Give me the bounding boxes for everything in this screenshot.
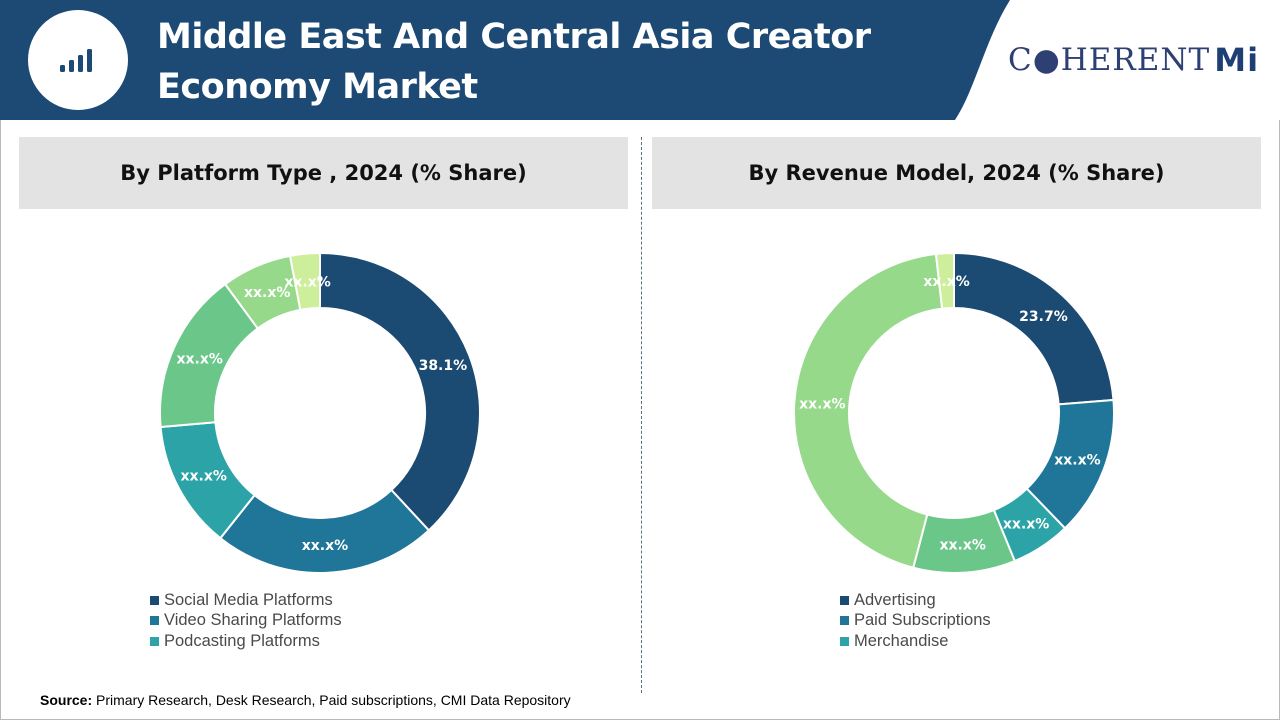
header-banner: Middle East And Central Asia Creator Eco… <box>0 0 1280 120</box>
legend-item: Paid Subscriptions <box>840 611 991 632</box>
donut-slice <box>288 251 321 312</box>
brand-suffix: Mi <box>1214 41 1260 79</box>
slice-data-label: xx.x% <box>923 274 969 290</box>
slice-data-label: xx.x% <box>939 538 985 554</box>
legend-item: Merchandise <box>840 631 991 652</box>
legend-label: Paid Subscriptions <box>854 611 991 630</box>
legend-item: Social Media Platforms <box>150 590 342 611</box>
legend-swatch <box>150 595 159 605</box>
slice-data-label: xx.x% <box>1054 453 1100 469</box>
legend-item: Video Sharing Platforms <box>150 611 342 632</box>
header-background <box>0 0 1280 120</box>
legend-label: Social Media Platforms <box>164 590 333 609</box>
left-chart-title: By Platform Type , 2024 (% Share) <box>120 161 527 185</box>
title-line-2: Economy Market <box>157 67 478 107</box>
donut-slice <box>934 251 955 310</box>
revenue-model-legend: Advertising Paid Subscriptions Merchandi… <box>840 590 991 652</box>
revenue-model-donut: 23.7% xx.x% xx.x% xx.x% xx.x% xx.x% <box>793 251 1115 574</box>
right-chart-title: By Revenue Model, 2024 (% Share) <box>748 161 1165 185</box>
legend-swatch <box>150 616 159 626</box>
legend-label: Podcasting Platforms <box>164 631 320 650</box>
logo-badge <box>28 10 128 110</box>
platform-type-legend: Social Media Platforms Video Sharing Pla… <box>150 590 342 652</box>
brand-logo: C●HERENT Mi <box>1008 38 1259 82</box>
page-title: Middle East And Central Asia Creator Eco… <box>157 12 877 112</box>
brand-text: C●HERENT <box>1008 42 1211 78</box>
legend-item: Podcasting Platforms <box>150 631 342 652</box>
source-text: Primary Research, Desk Research, Paid su… <box>96 692 571 708</box>
left-panel-title: By Platform Type , 2024 (% Share) <box>19 137 628 209</box>
legend-swatch <box>840 636 849 646</box>
donut-slice <box>793 252 944 569</box>
source-label: Source: <box>40 692 93 708</box>
slice-data-label: xx.x% <box>284 275 330 291</box>
legend-label: Video Sharing Platforms <box>164 611 342 630</box>
legend-label: Merchandise <box>854 631 949 650</box>
slice-data-label: xx.x% <box>799 396 845 412</box>
legend-item: Advertising <box>840 590 991 611</box>
panel-divider <box>641 137 642 693</box>
legend-label: Advertising <box>854 590 936 609</box>
donut-slice <box>218 488 431 574</box>
donut-slice <box>319 251 481 532</box>
legend-swatch <box>840 616 849 626</box>
slice-data-label: xx.x% <box>176 352 222 368</box>
slice-data-label: xx.x% <box>302 538 348 554</box>
slice-data-label: 23.7% <box>1019 309 1068 325</box>
slice-data-label: xx.x% <box>181 468 227 484</box>
donut-slice <box>953 251 1115 406</box>
right-panel-title: By Revenue Model, 2024 (% Share) <box>652 137 1261 209</box>
bar-chart-icon <box>60 49 92 72</box>
slice-data-label: 38.1% <box>419 358 468 374</box>
title-line-1: Middle East And Central Asia Creator <box>157 17 871 57</box>
slice-data-label: xx.x% <box>244 285 290 301</box>
legend-swatch <box>150 636 159 646</box>
source-note: Source: Primary Research, Desk Research,… <box>40 692 571 708</box>
legend-swatch <box>840 595 849 605</box>
slice-data-label: xx.x% <box>1003 517 1049 533</box>
platform-type-donut: 38.1%xx.x%xx.x%xx.x%xx.x%xx.x% <box>159 251 481 574</box>
